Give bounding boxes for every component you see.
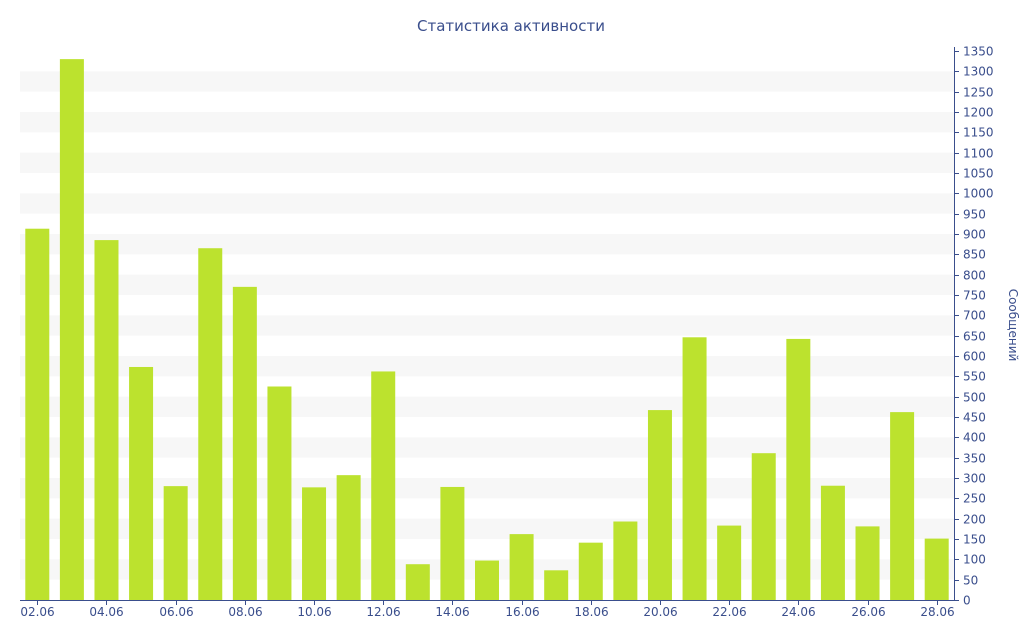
y-tick-label: 400: [963, 431, 986, 445]
grid-band: [20, 478, 954, 499]
bar-06.06: [163, 486, 188, 600]
bar-26.06: [855, 526, 880, 600]
x-tick-label: 10.06: [297, 605, 331, 619]
bar-14.06: [440, 486, 465, 600]
bar-10.06: [302, 487, 327, 600]
x-tick-label: 16.06: [505, 605, 539, 619]
x-tick-label: 04.06: [89, 605, 123, 619]
x-tick-label: 28.06: [920, 605, 954, 619]
y-tick-label: 1200: [963, 106, 994, 120]
bar-24.06: [786, 338, 811, 600]
x-tick-label: 12.06: [366, 605, 400, 619]
bar-15.06: [475, 560, 499, 600]
bar-08.06: [232, 286, 257, 600]
y-tick-label: 700: [963, 309, 986, 323]
bar-28.06: [924, 538, 949, 600]
bar-18.06: [578, 542, 603, 600]
y-tick-label: 350: [963, 452, 986, 466]
x-tick-label: 22.06: [712, 605, 746, 619]
y-tick-label: 1350: [963, 45, 994, 59]
bar-13.06: [405, 564, 430, 600]
y-tick-label: 1300: [963, 65, 994, 79]
y-tick-label: 1250: [963, 86, 994, 100]
x-tick-label: 14.06: [435, 605, 469, 619]
x-tick-label: 20.06: [643, 605, 677, 619]
y-tick-label: 50: [963, 574, 978, 588]
grid-band: [20, 71, 954, 92]
x-tick-label: 18.06: [574, 605, 608, 619]
y-tick-label: 450: [963, 411, 986, 425]
y-tick-label: 200: [963, 513, 986, 527]
x-tick-label: 24.06: [781, 605, 815, 619]
bar-12.06: [371, 371, 396, 600]
axes-group: 0 50 100 150 200 250 300 350 400 450 500 550 600 650 7…: [20, 45, 994, 619]
bar-17.06: [544, 570, 569, 600]
grid-band: [20, 112, 954, 133]
grid-band: [20, 193, 954, 214]
y-tick-label: 150: [963, 533, 986, 547]
x-tick-label: 26.06: [851, 605, 885, 619]
bar-20.06: [647, 410, 672, 600]
grid-band: [20, 518, 954, 539]
y-tick-label: 1100: [963, 147, 994, 161]
bar-03.06: [59, 59, 84, 600]
bar-02.06: [25, 228, 50, 601]
bar-23.06: [751, 453, 776, 600]
bar-09.06: [267, 386, 292, 600]
y-tick-label: 300: [963, 472, 986, 486]
y-tick-label: 500: [963, 391, 986, 405]
y-tick-label: 950: [963, 208, 986, 222]
bar-22.06: [717, 525, 742, 600]
y-tick-label: 1050: [963, 167, 994, 181]
y-tick-label: 800: [963, 269, 986, 283]
y-tick-label: 0: [963, 594, 971, 608]
y-tick-label: 900: [963, 228, 986, 242]
y-tick-label: 600: [963, 350, 986, 364]
y-tick-label: 1150: [963, 126, 994, 140]
grid-band: [20, 234, 954, 255]
bar-05.06: [129, 366, 154, 600]
grid-band: [20, 152, 954, 173]
y-tick-label: 250: [963, 492, 986, 506]
bars-group: [25, 59, 949, 601]
y-tick-label: 1000: [963, 187, 994, 201]
grid-bands: [20, 71, 954, 580]
bar-07.06: [198, 248, 223, 600]
grid-band: [20, 356, 954, 377]
grid-band: [20, 396, 954, 417]
bar-27.06: [890, 412, 915, 600]
bar-16.06: [509, 534, 534, 600]
grid-band: [20, 437, 954, 458]
y-tick-label: 650: [963, 330, 986, 344]
x-tick-label: 08.06: [228, 605, 262, 619]
bar-19.06: [613, 521, 638, 600]
y-axis-title: Сообщений: [1006, 289, 1020, 362]
x-tick-label: 02.06: [20, 605, 54, 619]
y-tick-label: 750: [963, 289, 986, 303]
bar-21.06: [682, 337, 707, 600]
bar-11.06: [336, 475, 361, 600]
grid-band: [20, 315, 954, 336]
grid-band: [20, 274, 954, 295]
chart-title: Статистика активности: [417, 17, 605, 35]
y-tick-label: 550: [963, 370, 986, 384]
bar-25.06: [820, 485, 845, 600]
x-tick-label: 06.06: [159, 605, 193, 619]
y-tick-label: 100: [963, 553, 986, 567]
bar-04.06: [94, 240, 119, 600]
y-tick-label: 850: [963, 248, 986, 262]
